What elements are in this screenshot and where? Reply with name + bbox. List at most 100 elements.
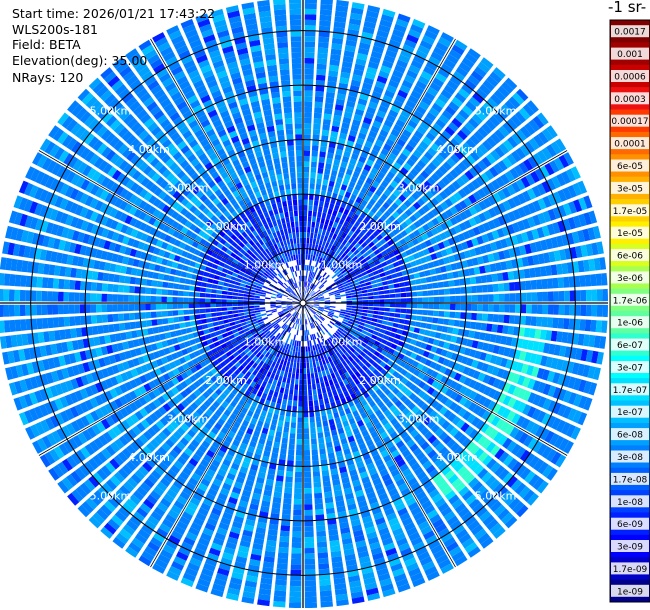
range-bin <box>479 510 492 522</box>
range-bin <box>350 405 357 413</box>
range-bin <box>130 473 142 485</box>
range-bin <box>303 390 308 396</box>
range-bin <box>0 273 5 286</box>
range-bin <box>332 209 338 217</box>
range-bin <box>315 239 320 245</box>
range-bin <box>351 445 359 453</box>
range-bin <box>541 446 553 459</box>
range-bin <box>63 241 72 252</box>
range-bin <box>258 415 266 422</box>
range-bin <box>541 225 550 237</box>
range-bin <box>294 351 298 358</box>
range-bin <box>466 258 474 267</box>
range-bin <box>513 429 524 442</box>
range-bin <box>211 289 217 294</box>
range-bin <box>397 583 411 593</box>
range-bin <box>169 484 181 495</box>
range-bin <box>361 227 369 234</box>
range-bin <box>286 465 294 472</box>
range-bin <box>416 315 423 321</box>
range-bin <box>211 317 218 322</box>
range-bin <box>274 590 287 597</box>
range-bin <box>131 537 145 549</box>
range-bin <box>441 110 453 121</box>
range-bin <box>98 261 106 271</box>
range-bin <box>243 585 257 594</box>
range-bin <box>430 197 439 207</box>
range-bin <box>339 189 346 196</box>
range-bin <box>396 382 405 390</box>
range-bin <box>203 473 213 482</box>
range-bin <box>364 582 378 591</box>
range-bin <box>388 375 396 383</box>
range-bin <box>429 513 442 524</box>
range-bin <box>274 486 283 493</box>
range-bin <box>66 423 76 435</box>
range-bin <box>312 345 316 351</box>
range-bin <box>467 519 480 532</box>
range-bin <box>150 536 163 548</box>
range-bin <box>310 271 313 277</box>
range-bin <box>136 507 148 518</box>
range-bin <box>379 361 387 368</box>
range-bin <box>193 380 201 388</box>
range-bin <box>320 252 325 259</box>
range-bin <box>79 350 87 361</box>
range-bin <box>102 431 113 443</box>
range-bin <box>413 377 422 386</box>
range-bin <box>318 574 331 581</box>
range-bin <box>158 349 166 357</box>
range-bin <box>244 580 257 588</box>
range-bin <box>286 303 293 305</box>
range-bin <box>259 397 266 405</box>
range-bin <box>562 375 571 388</box>
range-bin <box>341 260 348 267</box>
range-bin <box>324 219 330 226</box>
range-bin <box>25 290 31 302</box>
range-bin <box>215 497 226 506</box>
range-bin <box>206 517 218 527</box>
range-bin <box>482 374 491 384</box>
range-bin <box>354 281 360 286</box>
range-bin <box>408 274 415 280</box>
range-bin <box>516 257 524 268</box>
range-bin <box>364 265 371 271</box>
range-bin <box>288 327 292 333</box>
range-bin <box>443 187 453 197</box>
range-bin <box>539 165 550 178</box>
range-bin <box>350 225 357 233</box>
range-bin <box>510 479 522 492</box>
range-bin <box>299 373 303 380</box>
range-bin <box>508 96 521 109</box>
range-bin <box>281 347 286 354</box>
range-bin <box>82 257 90 268</box>
range-bin <box>217 316 223 321</box>
range-bin <box>482 492 495 505</box>
range-bin <box>234 434 243 442</box>
range-bin <box>578 213 587 227</box>
range-bin <box>178 342 186 350</box>
range-bin <box>249 292 255 295</box>
range-bin <box>496 272 504 282</box>
range-bin <box>257 345 263 352</box>
range-bin <box>374 482 384 491</box>
range-bin <box>354 341 360 348</box>
range-bin <box>502 200 512 211</box>
range-bin <box>383 312 390 317</box>
range-bin <box>524 243 532 255</box>
range-bin <box>278 340 283 347</box>
range-bin <box>21 230 29 243</box>
range-bin <box>373 350 381 357</box>
range-bin <box>413 220 422 229</box>
range-bin <box>361 234 369 241</box>
range-bin <box>281 365 286 372</box>
range-bin <box>480 322 487 331</box>
range-bin <box>489 115 501 127</box>
range-bin <box>319 298 325 301</box>
range-bin <box>118 284 125 293</box>
range-bin <box>274 374 279 381</box>
range-bin <box>352 427 360 435</box>
range-bin <box>450 442 460 453</box>
range-bin <box>407 254 415 262</box>
range-bin <box>391 327 398 333</box>
